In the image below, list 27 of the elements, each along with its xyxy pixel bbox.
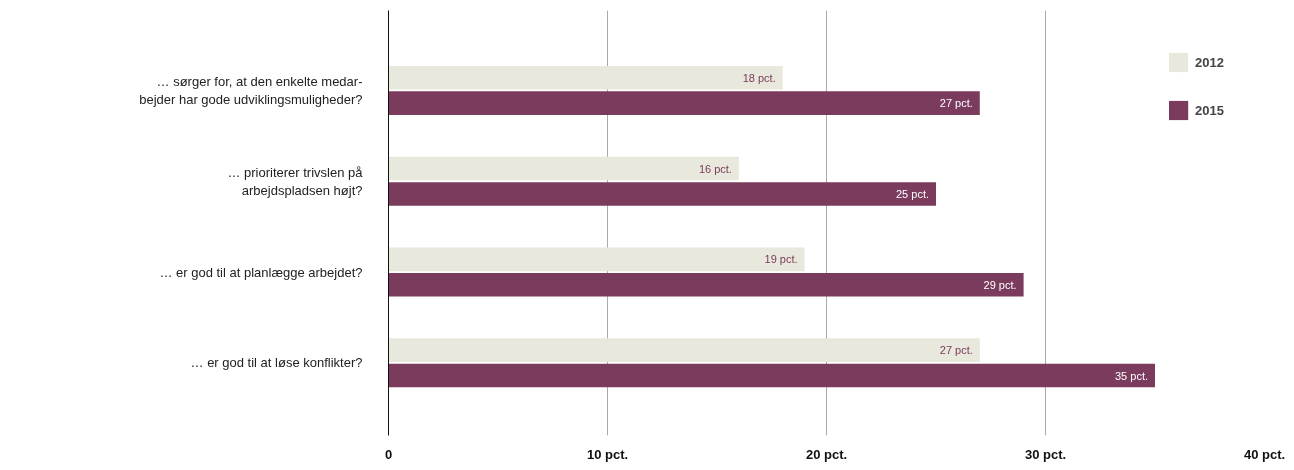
- data-label: 16 pct.: [698, 162, 732, 175]
- data-label: 29 pct.: [983, 278, 1017, 291]
- x-tick-label: 10 pct.: [586, 446, 629, 462]
- data-label: 19 pct.: [764, 253, 798, 266]
- x-tick-label: 0: [384, 446, 393, 462]
- bar: [388, 247, 805, 272]
- data-label: 35 pct.: [1114, 369, 1149, 382]
- x-tick-label: 20 pct.: [805, 446, 848, 462]
- bar: [388, 182, 936, 206]
- bar: [388, 156, 739, 181]
- bar: [388, 338, 980, 362]
- bar: [388, 91, 980, 115]
- data-label: 25 pct.: [895, 187, 930, 200]
- y-tick-label: … er god til at løse konflikter?: [190, 355, 363, 371]
- bar: [388, 65, 783, 90]
- y-tick-label: … prioriterer trivslen på arbejdspladsen højt?: [227, 164, 364, 198]
- data-label: 27 pct.: [939, 344, 973, 357]
- legend-label: 2012: [1195, 54, 1224, 70]
- y-tick-label: … sørger for, at den enkelte medar- bejder har gode udviklingsmuligheder?: [139, 73, 363, 107]
- bar: [388, 272, 1024, 297]
- y-tick-label: … er god til at planlægge arbejdet?: [159, 264, 363, 280]
- bar: [388, 363, 1155, 388]
- data-label: 18 pct.: [742, 71, 776, 84]
- data-label: 27 pct.: [939, 97, 973, 110]
- legend-label: 2015: [1195, 102, 1224, 118]
- x-tick-label: 40 pct.: [1243, 446, 1286, 462]
- x-tick-label: 30 pct.: [1024, 446, 1067, 462]
